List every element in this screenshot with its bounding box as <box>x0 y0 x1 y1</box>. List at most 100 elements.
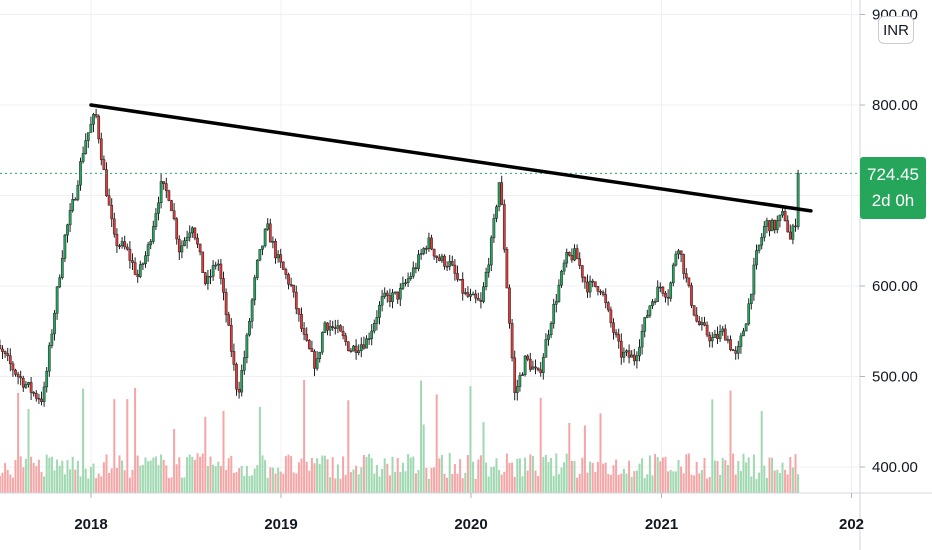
candle-body <box>396 291 400 300</box>
candle-body <box>24 384 28 388</box>
volume-bar <box>334 478 337 493</box>
volume-bar <box>201 453 204 493</box>
candle-body <box>250 299 254 322</box>
volume-bar <box>401 462 404 493</box>
candle-body <box>102 159 106 170</box>
volume-bar <box>17 392 20 493</box>
volume-bar <box>82 388 85 493</box>
candle-body <box>32 392 36 394</box>
volume-bar <box>178 457 181 493</box>
candle-body <box>625 350 628 353</box>
candle-body <box>586 281 589 293</box>
volume-bar <box>667 471 670 493</box>
candle-body <box>575 248 579 260</box>
volume-bar <box>183 477 186 493</box>
currency-button[interactable]: INR <box>878 16 914 44</box>
volume-bar <box>165 465 168 493</box>
candle-body <box>383 292 387 297</box>
volume-bar <box>438 458 441 493</box>
candle-body <box>53 312 56 335</box>
volume-bar <box>581 457 584 493</box>
price-tick-label: 800.00 <box>872 97 918 114</box>
candle-body <box>284 269 288 275</box>
candle-body <box>370 330 374 339</box>
volume-bar <box>508 462 511 493</box>
candle-body <box>656 286 660 302</box>
candle-body <box>206 275 210 284</box>
candle-body <box>448 261 452 267</box>
candle-body <box>552 304 556 324</box>
volume-bar <box>521 476 524 493</box>
candle-body <box>700 322 704 325</box>
bar-countdown: 2d 0h <box>871 191 915 210</box>
candle-body <box>726 339 730 341</box>
candle-body <box>16 373 20 377</box>
volume-bar <box>303 379 306 493</box>
volume-bar <box>482 422 485 493</box>
volume-bar <box>115 468 118 493</box>
volume-bar <box>69 469 72 493</box>
volume-bar <box>526 470 529 493</box>
candle-body <box>755 250 758 266</box>
candle-body <box>612 322 615 333</box>
candle-body <box>190 227 194 234</box>
volume-bar <box>360 467 363 493</box>
volume-bar <box>196 453 199 493</box>
candle-body <box>775 220 779 231</box>
volume-bar <box>656 457 659 493</box>
candle-body <box>736 346 740 354</box>
candle-body <box>476 297 480 301</box>
volume-bar <box>191 456 194 493</box>
volume-bar <box>396 457 399 493</box>
volume-bar <box>277 467 280 493</box>
volume-bar <box>661 457 664 493</box>
volume-bar <box>4 463 7 493</box>
candle-body <box>339 325 342 332</box>
volume-bar <box>251 475 254 493</box>
volume-bar <box>674 471 677 493</box>
candle-body <box>445 265 449 268</box>
candle-body <box>42 386 46 402</box>
volume-bar <box>729 390 732 493</box>
volume-bar <box>27 408 30 493</box>
volume-bar <box>139 465 142 493</box>
volume-bar <box>271 467 274 493</box>
volume-bar <box>630 476 633 493</box>
candle-body <box>258 249 262 261</box>
volume-bar <box>622 468 625 493</box>
candle-body <box>224 292 228 315</box>
candle-body <box>336 325 340 329</box>
candle-body <box>443 255 446 267</box>
volume-bar <box>108 473 111 493</box>
candle-body <box>505 249 509 289</box>
volume-bar <box>443 473 446 493</box>
candle-body <box>718 331 722 339</box>
candle-body <box>765 220 769 227</box>
volume-bar <box>531 455 534 493</box>
volume-bar <box>687 453 690 493</box>
volume-bar <box>40 472 43 493</box>
volume-bar <box>230 455 233 493</box>
volume-bar <box>170 477 173 493</box>
volume-bar <box>713 460 716 493</box>
candle-body <box>149 241 153 246</box>
candle-body <box>731 349 735 352</box>
candle-body <box>744 323 748 332</box>
volume-bar <box>789 457 792 493</box>
candle-body <box>248 320 251 336</box>
candle-body <box>375 317 379 324</box>
volume-bar <box>547 462 550 493</box>
candle-body <box>768 220 771 232</box>
volume-bar <box>440 454 443 493</box>
volume-bar <box>734 474 737 493</box>
candle-body <box>138 264 142 277</box>
volume-bar <box>225 469 228 493</box>
volume-bar <box>123 470 126 493</box>
candle-body <box>307 340 311 349</box>
volume-bar <box>323 455 326 493</box>
volume-bar <box>162 459 165 493</box>
volume-bar <box>173 429 176 493</box>
candle-body <box>786 220 790 233</box>
candle-body <box>645 315 649 318</box>
candle-body <box>424 248 428 250</box>
